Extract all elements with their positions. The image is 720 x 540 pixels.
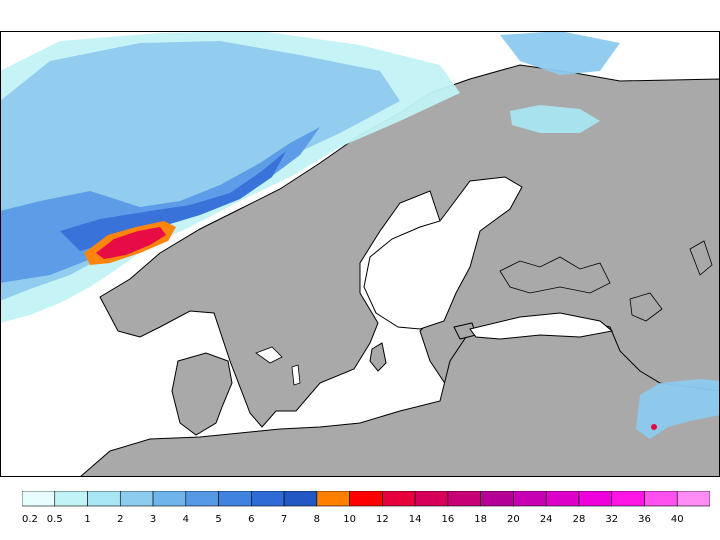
legend-tick-label: 28 bbox=[573, 514, 586, 525]
lake-vattern bbox=[291, 364, 301, 386]
legend-tick-label: 6 bbox=[248, 514, 254, 525]
gulf-of-finland bbox=[469, 312, 614, 340]
legend-swatch bbox=[382, 491, 416, 507]
gotland-island bbox=[369, 342, 387, 372]
legend-swatch bbox=[611, 491, 645, 507]
precip-core-red bbox=[96, 227, 166, 259]
legend-tick-label: 36 bbox=[638, 514, 651, 525]
legend-tick-label: 24 bbox=[540, 514, 553, 525]
legend-swatch bbox=[54, 491, 88, 507]
legend-tick-label: 1 bbox=[84, 514, 90, 525]
legend-labels: 0.2 0.5 1 2 3 4 5 6 7 8 10 12 14 16 18 20 24 28 32 36 40 bbox=[22, 514, 684, 525]
gulf-of-bothnia bbox=[363, 176, 523, 330]
legend-swatch bbox=[676, 491, 710, 507]
lake-ladoga bbox=[629, 292, 663, 322]
legend-tick-label: 16 bbox=[442, 514, 455, 525]
lake-vanern bbox=[255, 346, 283, 364]
legend-swatch bbox=[152, 491, 187, 507]
legend-tick-label: 0.2 bbox=[22, 514, 38, 525]
precip-kola bbox=[510, 105, 600, 133]
legend-swatch bbox=[185, 491, 219, 507]
legend-tick-label: 0.5 bbox=[47, 514, 63, 525]
legend-swatches bbox=[22, 491, 710, 507]
legend-swatch bbox=[480, 491, 514, 507]
precipitation-field bbox=[0, 31, 720, 439]
legend-tick-label: 3 bbox=[150, 514, 156, 525]
legend-swatch bbox=[644, 491, 678, 507]
legend-tick-label: 32 bbox=[605, 514, 618, 525]
legend-swatch bbox=[545, 491, 580, 507]
lake-onega bbox=[689, 240, 713, 276]
legend-tick-label: 8 bbox=[314, 514, 320, 525]
legend-swatch bbox=[218, 491, 252, 507]
legend-swatch bbox=[414, 491, 449, 507]
precip-band-strong bbox=[60, 151, 286, 251]
legend-swatch bbox=[251, 491, 285, 507]
legend-swatch bbox=[513, 491, 547, 507]
legend-swatch bbox=[283, 491, 318, 507]
legend-swatch bbox=[119, 491, 154, 507]
precipitation-map bbox=[0, 31, 720, 477]
precip-belarus bbox=[636, 379, 720, 439]
legend-swatch bbox=[87, 491, 121, 507]
legend-tick-label: 7 bbox=[281, 514, 287, 525]
legend-tick-label: 10 bbox=[343, 514, 356, 525]
legend-tick-label: 40 bbox=[671, 514, 684, 525]
continent-landmass bbox=[79, 318, 720, 477]
legend-tick-label: 20 bbox=[507, 514, 520, 525]
legend-swatch bbox=[22, 491, 56, 507]
precip-belarus-peak bbox=[651, 424, 657, 430]
precip-north-cape bbox=[500, 31, 620, 75]
legend-swatch bbox=[447, 491, 481, 507]
legend-tick-label: 5 bbox=[215, 514, 221, 525]
finnish-lakes bbox=[499, 256, 611, 294]
legend-swatch bbox=[316, 491, 350, 507]
legend-tick-label: 2 bbox=[117, 514, 123, 525]
precipitation-legend: 0.2 0.5 1 2 3 4 5 6 7 8 10 12 14 16 18 20 24 28 32 36 40 bbox=[22, 491, 710, 525]
legend-tick-label: 18 bbox=[474, 514, 487, 525]
denmark-landmass bbox=[171, 352, 233, 436]
legend-swatch bbox=[349, 491, 383, 507]
legend-tick-label: 4 bbox=[183, 514, 189, 525]
legend-swatch bbox=[578, 491, 613, 507]
legend-tick-label: 12 bbox=[376, 514, 389, 525]
legend-tick-label: 14 bbox=[409, 514, 422, 525]
